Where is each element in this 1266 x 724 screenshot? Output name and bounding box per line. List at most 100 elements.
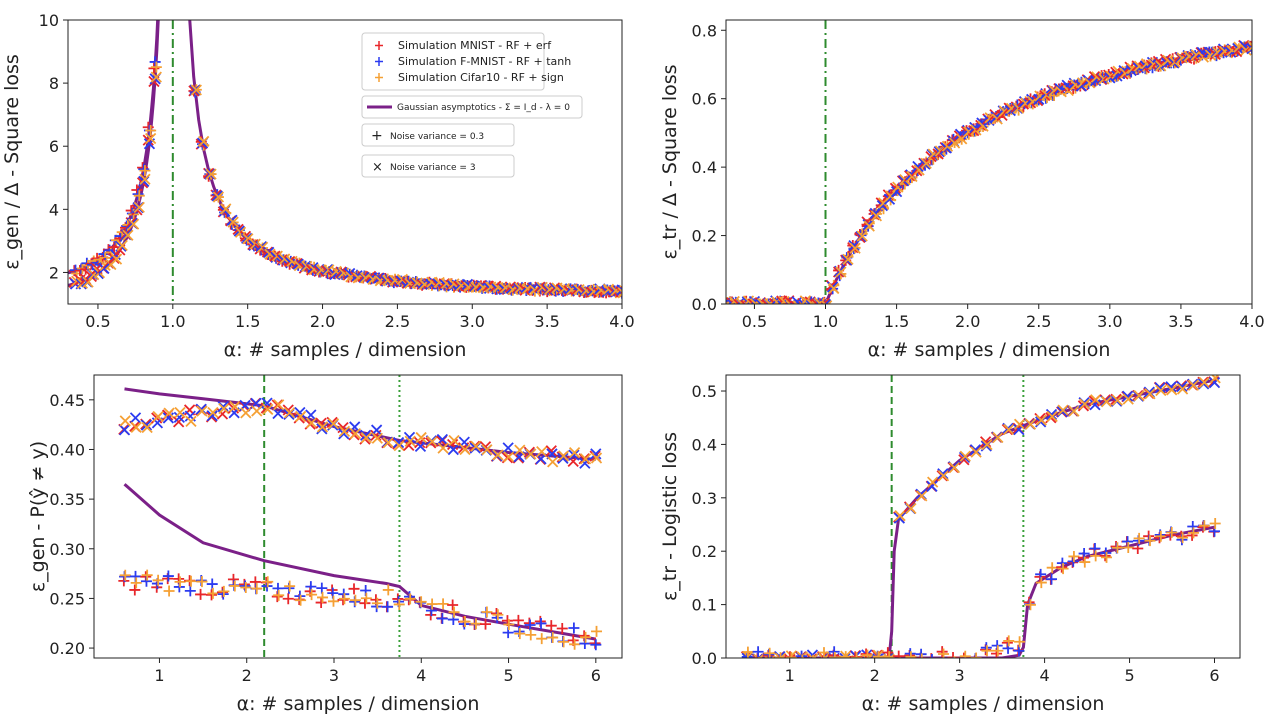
sim-marker-x — [1057, 404, 1069, 416]
sim-marker-x — [140, 419, 153, 431]
x-tick-label: 2.5 — [1026, 312, 1051, 331]
x-tick-label: 4 — [1040, 666, 1050, 685]
sim-marker-plus — [839, 659, 850, 670]
sim-marker-x — [273, 399, 285, 411]
sim-marker-plus — [1014, 636, 1026, 648]
sim-marker-x — [130, 421, 142, 433]
sim-marker-x — [547, 456, 559, 468]
sim-marker-x — [338, 428, 350, 440]
x-tick-label: 2.0 — [955, 312, 980, 331]
sim-marker-x — [492, 449, 504, 461]
sim-marker-plus — [240, 581, 252, 593]
y-tick-label: 0.45 — [49, 391, 85, 410]
x-tick-label: 2 — [242, 666, 252, 685]
sim-marker-x — [828, 282, 840, 295]
sim-marker-x — [726, 296, 732, 304]
sim-marker-x — [948, 461, 961, 474]
sim-marker-plus — [196, 576, 208, 588]
sim-marker-plus — [163, 585, 175, 597]
y-tick-label: 0.0 — [692, 295, 717, 314]
sim-marker-plus — [327, 595, 339, 607]
sim-marker-plus — [591, 625, 603, 637]
sim-marker-plus — [1177, 532, 1189, 544]
sim-marker-x — [813, 297, 826, 304]
legend-label-mnist: Simulation MNIST - RF + erf — [398, 39, 552, 52]
sim-marker-plus — [74, 264, 86, 276]
sim-marker-plus — [1035, 577, 1047, 589]
sim-marker-x — [294, 406, 306, 419]
legend-box-noise-high — [361, 154, 515, 178]
y-axis-label: ε_gen - P(ŷ ≠ y) — [27, 441, 49, 592]
plot-area — [740, 375, 1221, 670]
sim-marker-plus — [810, 656, 813, 658]
sim-marker-x — [212, 191, 225, 203]
sim-marker-x — [1121, 390, 1134, 402]
sim-marker-x — [426, 435, 438, 448]
x-tick-label: 5 — [1124, 666, 1134, 685]
theory-curve — [726, 45, 1252, 304]
sim-marker-x — [981, 438, 993, 451]
y-tick-label: 0.0 — [692, 649, 717, 668]
sim-marker-plus — [206, 578, 218, 590]
sim-marker-plus — [317, 591, 329, 603]
sim-marker-x — [129, 412, 142, 424]
sim-marker-x — [206, 410, 218, 422]
sim-marker-plus — [503, 618, 515, 630]
x-tick-label: 6 — [1209, 666, 1219, 685]
sim-marker-plus — [818, 647, 830, 658]
sim-marker-plus — [382, 584, 394, 596]
sim-marker-plus — [415, 596, 427, 608]
sim-marker-x — [240, 407, 252, 419]
sim-marker-plus — [1046, 562, 1058, 574]
y-tick-label: 0.40 — [49, 440, 85, 459]
legend-box-noise-low — [361, 123, 515, 147]
sim-marker-x — [360, 431, 372, 444]
y-tick-label: 0.2 — [692, 542, 717, 561]
sim-marker-x — [791, 296, 803, 304]
legend-label-noise-high: Noise variance = 3 — [390, 163, 476, 173]
sim-marker-x — [1024, 418, 1037, 430]
sim-marker-x — [316, 421, 329, 433]
sim-marker-x — [344, 267, 356, 280]
sim-marker-x — [371, 432, 383, 444]
legend-label-noise-low: Noise variance = 0.3 — [390, 132, 484, 142]
sim-marker-x — [1003, 423, 1015, 436]
sim-marker-x — [1165, 381, 1177, 393]
sim-marker-x — [790, 300, 802, 304]
sim-marker-x — [382, 436, 394, 449]
sim-marker-plus — [1122, 542, 1134, 554]
sim-marker-x — [110, 253, 123, 265]
sim-marker-plus — [1144, 535, 1156, 547]
legend-box-theory — [361, 95, 583, 119]
sim-marker-plus — [905, 651, 917, 658]
sim-marker-plus — [801, 654, 804, 658]
sim-marker-x — [1155, 384, 1167, 397]
sim-marker-x — [1045, 408, 1058, 421]
sim-marker-plus — [393, 598, 405, 610]
panel-top-right: 0.5 1.0 1.5 2.0 2.5 3.0 3.5 4.0 0.0 0.2 0.4 0.6 0.8 α… — [659, 19, 1265, 361]
sim-marker-x — [141, 421, 153, 434]
sim-marker-x — [1176, 380, 1188, 393]
legend-label-cifar: Simulation Cifar10 - RF + sign — [398, 71, 564, 84]
sim-marker-x — [1144, 388, 1156, 400]
sim-marker-x — [1068, 405, 1080, 417]
sim-marker-x — [839, 652, 851, 658]
sim-marker-x — [190, 84, 202, 96]
sim-marker-x — [863, 220, 875, 232]
sim-marker-x — [545, 445, 557, 457]
sim-marker-x — [1046, 410, 1058, 423]
sim-marker-plus — [992, 645, 1004, 657]
sim-marker-x — [1176, 383, 1189, 395]
sim-marker-x — [568, 446, 581, 459]
x-tick-label: 1 — [154, 666, 164, 685]
sim-marker-plus — [811, 299, 814, 304]
sim-marker-x — [392, 436, 405, 449]
sim-marker-plus — [981, 645, 993, 657]
x-tick-label: 2.0 — [310, 312, 335, 331]
sim-marker-x — [82, 276, 94, 288]
sim-marker-plus — [229, 580, 241, 592]
y-tick-label: 0.4 — [692, 435, 717, 454]
sim-marker-plus — [133, 190, 145, 202]
theory-curve-low-noise — [123, 483, 597, 641]
sim-marker-x — [1209, 375, 1221, 384]
